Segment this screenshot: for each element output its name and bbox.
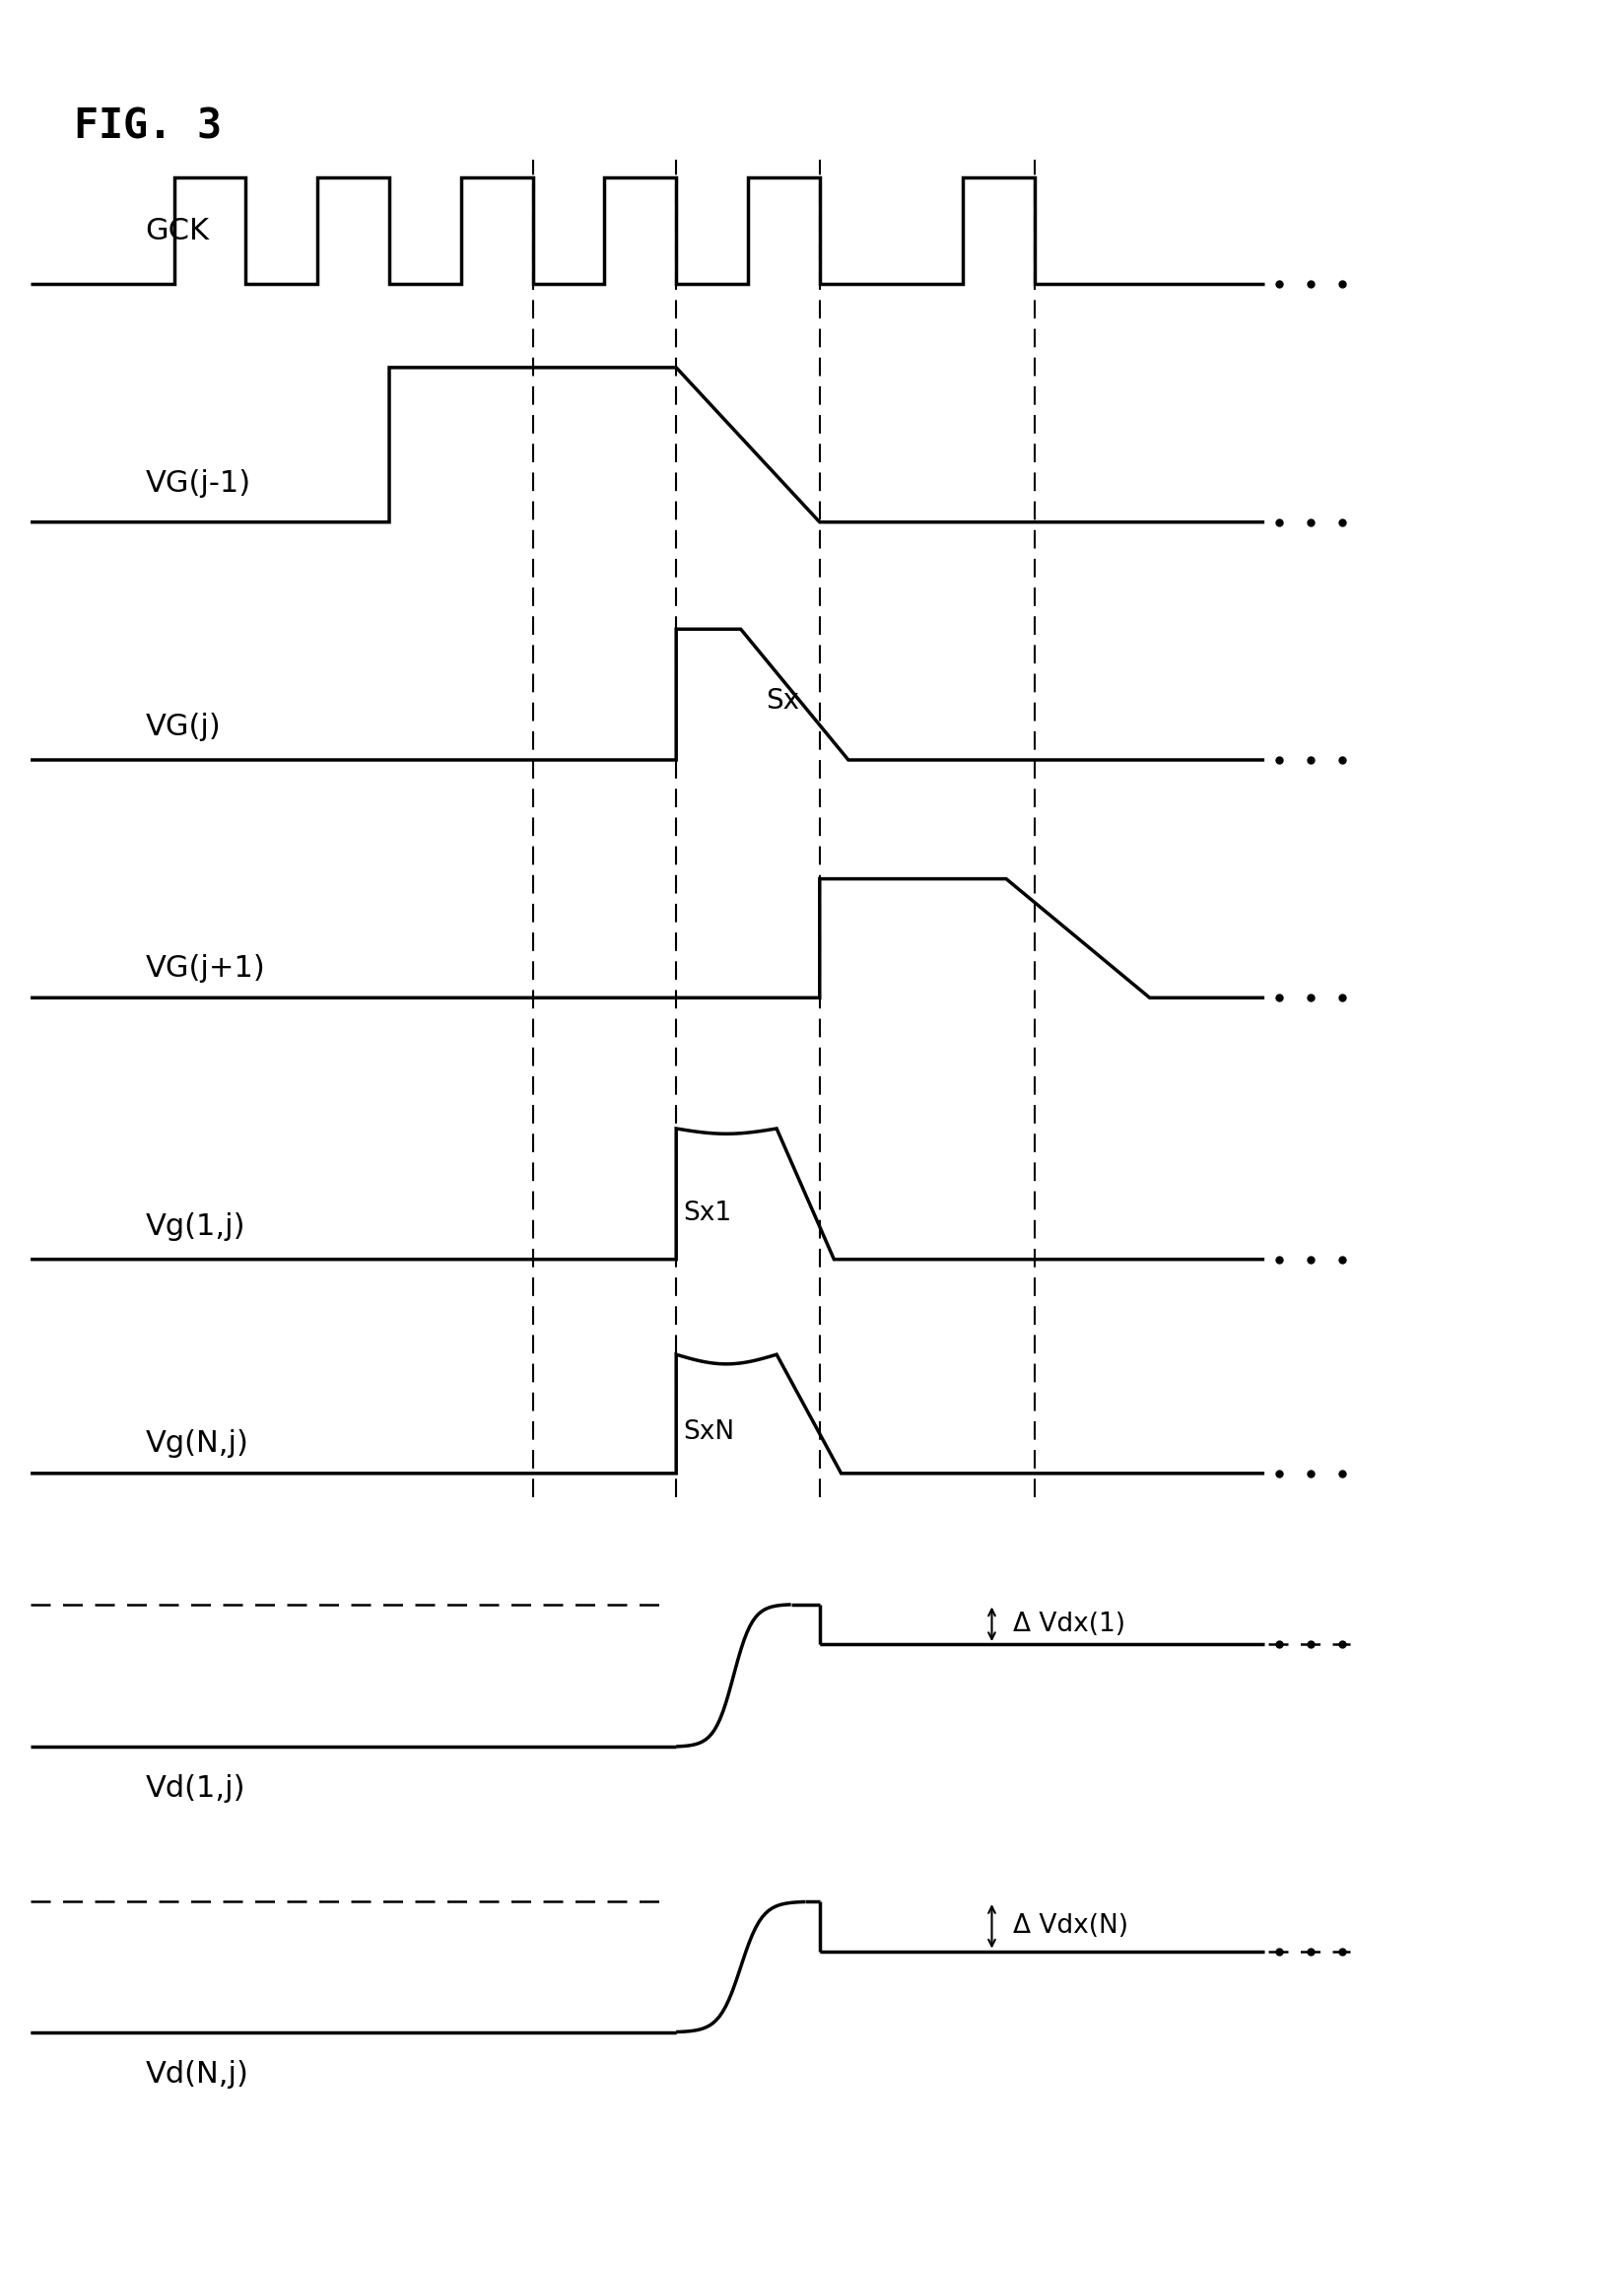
Text: FIG. 3: FIG. 3 bbox=[73, 107, 221, 147]
Text: Vg(N,j): Vg(N,j) bbox=[145, 1429, 248, 1459]
Text: Vd(1,j): Vd(1,j) bbox=[145, 1774, 245, 1804]
Text: Sx1: Sx1 bbox=[684, 1200, 731, 1225]
Text: VG(j+1): VG(j+1) bbox=[145, 953, 265, 982]
Text: Vd(N,j): Vd(N,j) bbox=[145, 2060, 248, 2087]
Text: Sx: Sx bbox=[765, 688, 799, 715]
Text: Δ Vdx(1): Δ Vdx(1) bbox=[1013, 1611, 1125, 1636]
Text: VG(j-1): VG(j-1) bbox=[145, 470, 250, 497]
Text: Δ Vdx(N): Δ Vdx(N) bbox=[1013, 1913, 1129, 1940]
Text: SxN: SxN bbox=[684, 1418, 734, 1445]
Text: GCK: GCK bbox=[145, 216, 209, 245]
Text: Vg(1,j): Vg(1,j) bbox=[145, 1212, 245, 1241]
Text: VG(j): VG(j) bbox=[145, 712, 221, 742]
